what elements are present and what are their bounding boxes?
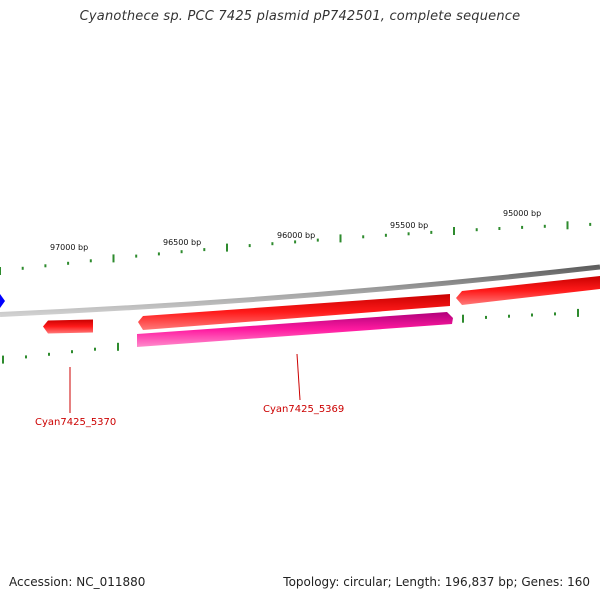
origin-marker-icon bbox=[0, 294, 5, 308]
sequence-backbone bbox=[0, 264, 600, 317]
scale-label-95500: 95500 bp bbox=[390, 221, 428, 230]
scale-label-96500: 96500 bp bbox=[163, 238, 201, 247]
leader-line-cyan7425-5369 bbox=[296, 353, 301, 401]
gene-arrow-long-forward[interactable] bbox=[138, 294, 450, 330]
page-title: Cyanothece sp. PCC 7425 plasmid pP742501… bbox=[79, 9, 521, 24]
scale-label-96000: 96000 bp bbox=[277, 231, 315, 240]
gene-label-cyan7425-5370[interactable]: Cyan7425_5370 bbox=[35, 417, 116, 428]
gene-arrow-left-small[interactable] bbox=[43, 319, 93, 334]
scale-label-95000: 95000 bp bbox=[503, 209, 541, 218]
gene-arrow-right-edge[interactable] bbox=[456, 276, 600, 305]
topology-summary: Topology: circular; Length: 196,837 bp; … bbox=[283, 575, 590, 589]
scale-label-97000: 97000 bp bbox=[50, 243, 88, 252]
accession-text: Accession: NC_011880 bbox=[9, 575, 146, 589]
gene-label-cyan7425-5369[interactable]: Cyan7425_5369 bbox=[263, 404, 344, 415]
gene-cyan7425-5369-arrow[interactable] bbox=[137, 312, 453, 347]
outer-scale-ticks bbox=[0, 221, 592, 275]
